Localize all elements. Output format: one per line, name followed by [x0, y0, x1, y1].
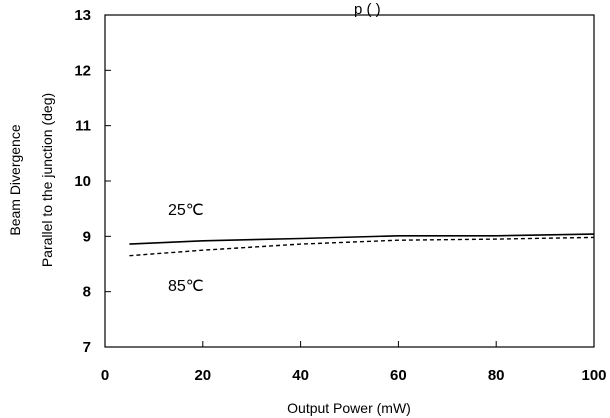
series-label-1: 85℃ — [168, 278, 204, 295]
plot-frame — [104, 14, 595, 348]
series-label-0: 25℃ — [168, 202, 204, 219]
plot-border — [104, 14, 595, 348]
series-line-1 — [129, 236, 595, 257]
series-lines — [129, 233, 595, 257]
series-labels: 25℃ 85℃ — [168, 202, 204, 295]
series-line-0 — [129, 233, 595, 245]
y-tick-label: 9 — [83, 228, 91, 245]
x-tick-label: 80 — [488, 367, 505, 384]
y-axis-ticks: 7 8 9 10 11 12 13 — [74, 7, 111, 356]
x-axis-title: Output Power (mW) — [287, 400, 411, 416]
y-tick-label: 12 — [74, 62, 91, 79]
x-tick-label: 20 — [194, 367, 211, 384]
x-tick-label: 100 — [581, 367, 606, 384]
x-tick-label: 0 — [101, 367, 109, 384]
y-axis-title-line: Parallel to the junction (deg) — [39, 93, 55, 267]
chart-title-fragment: p ( ) — [354, 1, 381, 18]
y-tick-label: 7 — [83, 339, 91, 356]
x-tick-label: 60 — [390, 367, 407, 384]
y-axis-title: Beam Divergence Parallel to the junction … — [7, 93, 55, 267]
y-tick-label: 8 — [83, 284, 91, 301]
x-tick-label: 40 — [292, 367, 309, 384]
y-tick-label: 11 — [75, 118, 91, 135]
title-fragment: p ( ) — [354, 1, 381, 18]
y-axis-title-line: Beam Divergence — [7, 124, 23, 235]
x-axis-ticks: 0 20 40 60 80 100 — [101, 341, 607, 384]
y-tick-label: 10 — [74, 173, 91, 190]
y-tick-label: 13 — [74, 7, 91, 24]
